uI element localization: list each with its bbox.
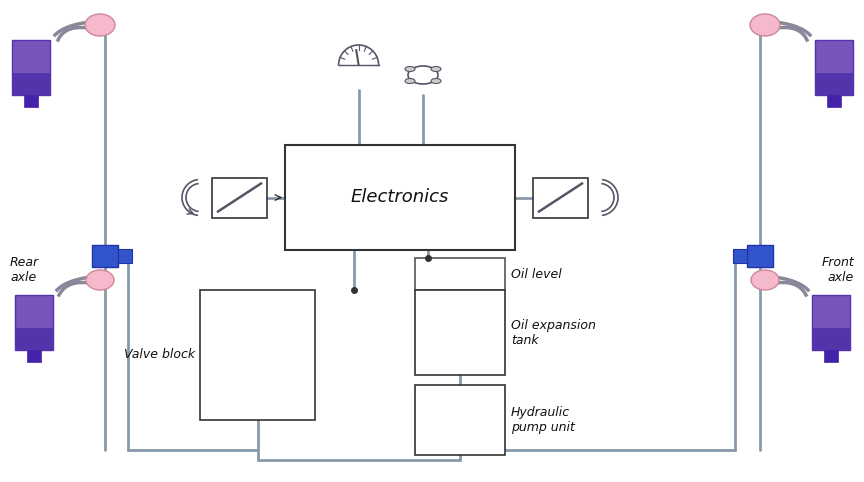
Ellipse shape <box>431 79 441 83</box>
Bar <box>15 328 53 350</box>
Ellipse shape <box>405 67 415 71</box>
Bar <box>200 290 315 420</box>
Bar <box>747 245 773 267</box>
Ellipse shape <box>85 14 115 36</box>
Bar <box>212 177 267 217</box>
Bar <box>815 40 853 95</box>
Bar <box>12 40 50 95</box>
Bar <box>12 73 50 95</box>
Bar <box>827 95 841 107</box>
Bar <box>733 249 747 263</box>
Text: Valve block: Valve block <box>124 348 195 362</box>
Text: Hydraulic
pump unit: Hydraulic pump unit <box>511 406 575 434</box>
Ellipse shape <box>751 270 779 290</box>
Bar <box>812 328 850 350</box>
Bar <box>824 350 838 362</box>
Bar <box>533 177 588 217</box>
Text: Oil level: Oil level <box>511 268 562 281</box>
Text: Electronics: Electronics <box>351 188 449 206</box>
Ellipse shape <box>750 14 780 36</box>
Ellipse shape <box>431 67 441 71</box>
Ellipse shape <box>405 79 415 83</box>
Bar <box>92 245 118 267</box>
Bar <box>415 290 505 375</box>
Text: Oil expansion
tank: Oil expansion tank <box>511 319 596 347</box>
Bar <box>415 385 505 455</box>
Bar <box>118 249 132 263</box>
Text: Front
axle: Front axle <box>822 256 854 284</box>
Bar <box>24 95 38 107</box>
Ellipse shape <box>86 270 114 290</box>
Bar <box>415 258 505 290</box>
Text: Rear
axle: Rear axle <box>10 256 39 284</box>
Bar <box>15 295 53 350</box>
Bar <box>285 145 515 250</box>
Bar <box>812 295 850 350</box>
Bar <box>815 73 853 95</box>
Bar <box>27 350 41 362</box>
